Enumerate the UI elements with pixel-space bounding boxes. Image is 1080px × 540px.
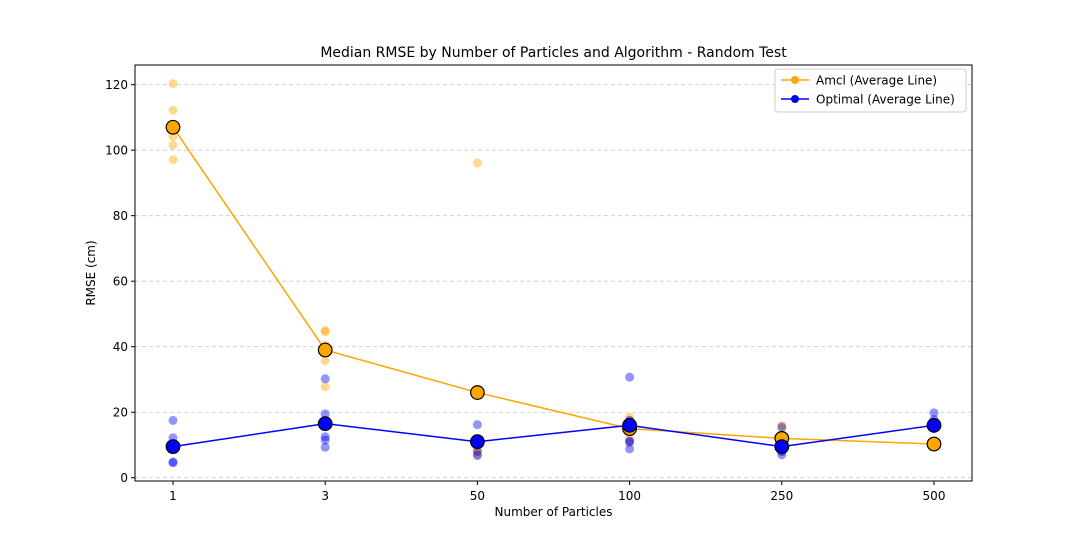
x-tick-label: 250 [770,489,793,503]
data-point-amcl [777,424,787,434]
average-marker-optimal [926,417,942,433]
data-point-optimal [472,450,482,460]
data-point-optimal [625,437,635,447]
data-point-amcl [777,420,787,430]
chart-title: Median RMSE by Number of Particles and A… [320,45,787,61]
y-tick-label: 40 [113,340,128,354]
plot-frame [134,64,973,482]
legend: Amcl (Average Line) Optimal (Average Lin… [774,68,967,113]
data-point-amcl [472,158,482,168]
data-point-amcl [320,355,330,365]
x-tick-label: 100 [618,489,641,503]
average-marker-optimal [622,417,637,433]
y-tick-label: 0 [120,471,128,485]
data-point-optimal [320,435,330,445]
data-point-optimal [168,415,178,425]
data-point-optimal [320,432,330,442]
average-line-optimal [172,422,935,448]
x-axis-label: Number of Particles [495,505,613,519]
data-point-amcl [472,450,482,460]
y-tick-label: 20 [113,406,128,420]
y-tick-label: 60 [113,274,128,288]
data-point-optimal [929,408,939,418]
data-point-amcl [168,155,178,165]
average-marker-optimal [774,439,790,455]
data-point-optimal [625,436,635,446]
data-point-optimal [472,447,482,457]
average-marker-optimal [317,416,333,432]
data-point-optimal [472,420,482,430]
series-layer [165,79,942,468]
data-point-amcl [168,79,178,89]
data-point-amcl [625,433,635,443]
y-tick-label: 120 [105,78,128,92]
average-marker-amcl [165,119,181,135]
average-line-amcl [172,126,935,445]
average-marker-optimal [165,439,181,455]
data-point-optimal [625,372,635,382]
average-marker-amcl [926,436,942,452]
data-point-optimal [168,457,178,467]
y-axis-label: RMSE (cm) [84,240,98,305]
data-point-optimal [320,409,330,419]
average-marker-optimal [470,434,485,450]
axis-layer: 0 20 40 60 80 100 120 1 3 50 100 250 500 [105,78,945,503]
x-tick-label: 500 [923,489,946,503]
x-tick-label: 50 [470,489,485,503]
data-point-optimal [625,444,635,454]
legend-box [774,68,967,113]
legend-entry-amcl: Amcl (Average Line) [781,74,937,88]
data-point-amcl [320,327,330,337]
y-tick-label: 100 [105,143,128,157]
data-point-amcl [625,438,635,448]
data-point-optimal [320,442,330,452]
data-point-optimal [168,458,178,468]
x-tick-label: 3 [321,489,329,503]
data-point-optimal [320,374,330,384]
legend-marker-optimal [791,95,799,103]
data-point-amcl [168,140,178,150]
data-point-optimal [777,422,787,432]
legend-marker-amcl [791,76,799,84]
legend-label-optimal: Optimal (Average Line) [816,93,955,107]
average-marker-amcl [317,342,333,358]
data-point-amcl [168,105,178,115]
x-tick-label: 1 [169,489,177,503]
data-point-amcl [320,325,330,335]
legend-entry-optimal: Optimal (Average Line) [781,93,955,107]
y-tick-label: 80 [113,209,128,223]
legend-label-amcl: Amcl (Average Line) [816,74,937,88]
data-point-amcl [320,382,330,392]
data-point-amcl [472,448,482,458]
average-marker-amcl [470,385,485,400]
